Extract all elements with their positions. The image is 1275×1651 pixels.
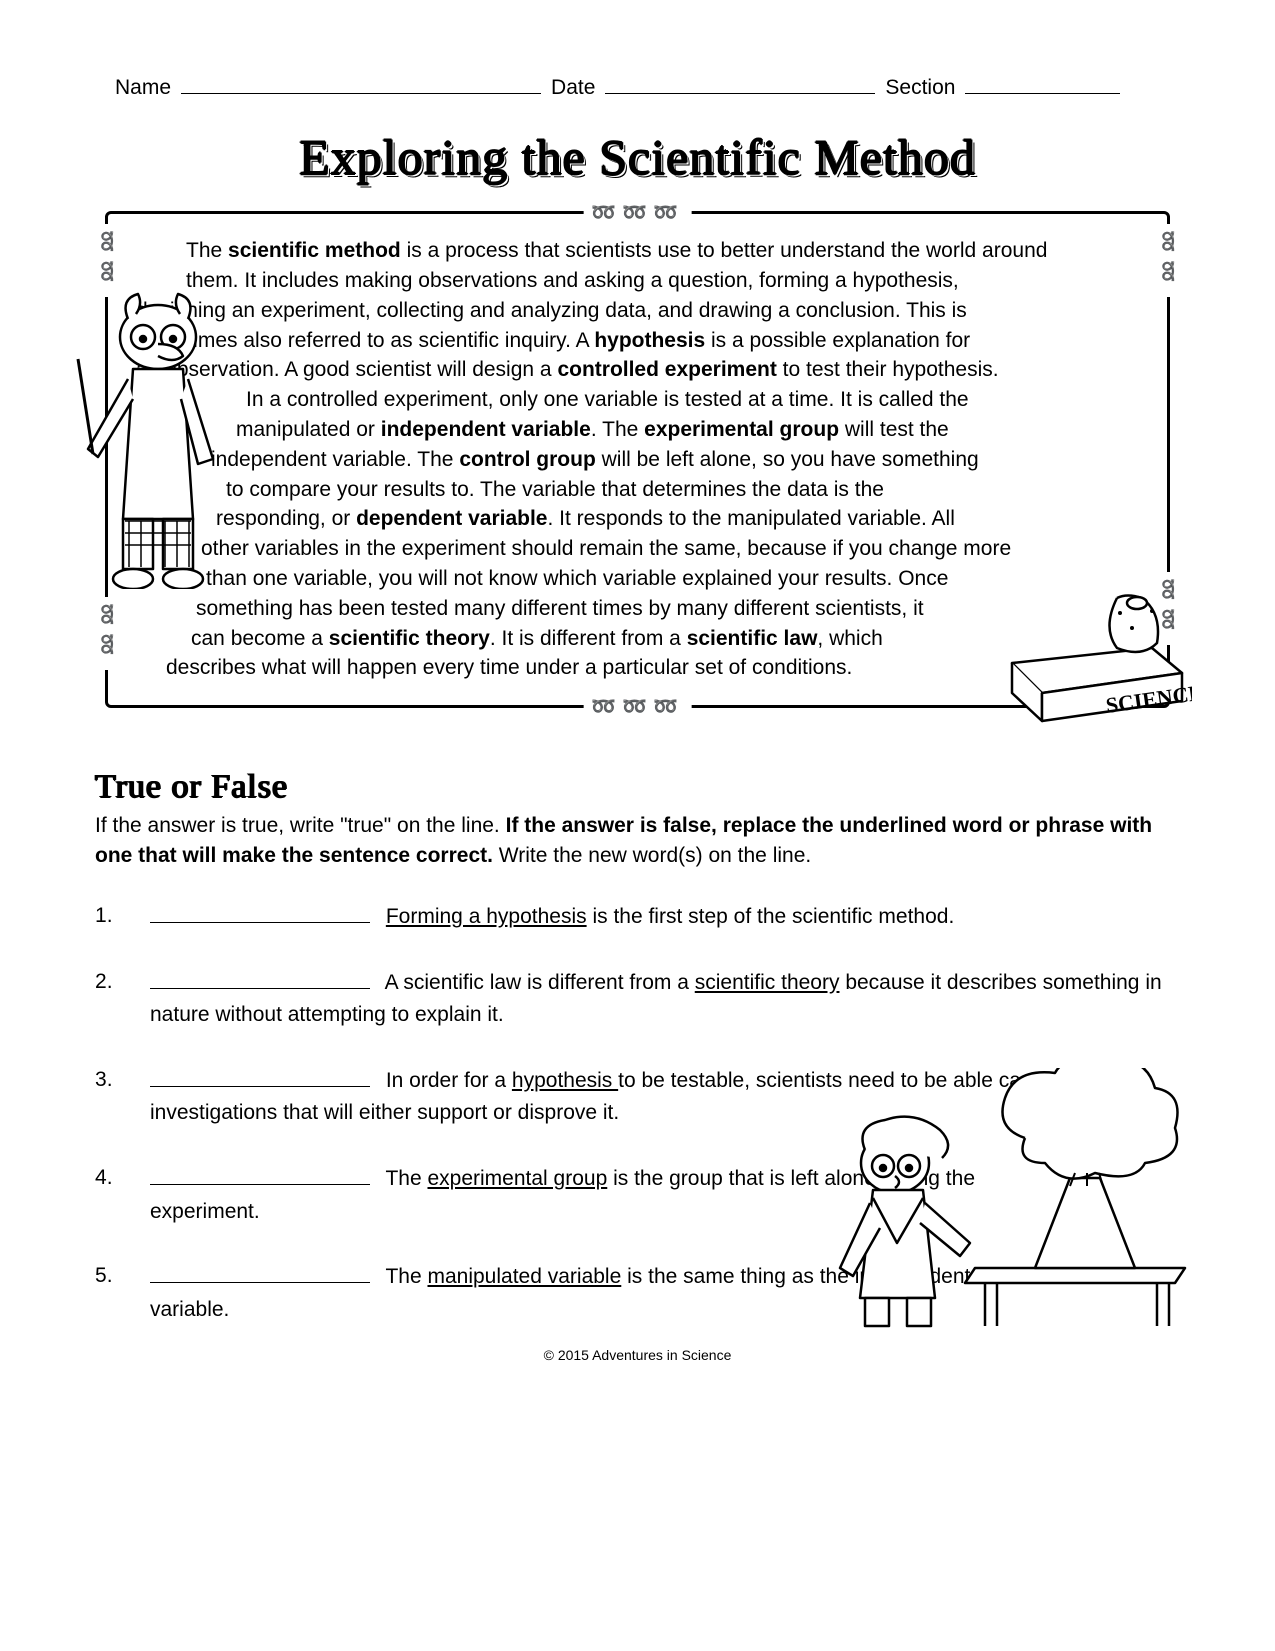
date-label: Date bbox=[551, 76, 595, 100]
date-blank[interactable] bbox=[605, 70, 875, 94]
true-false-instructions: If the answer is true, write "true" on t… bbox=[95, 811, 1180, 870]
question-1: Forming a hypothesis is the first step o… bbox=[95, 900, 1180, 934]
border-curl-left-bottom: ➿➿ bbox=[96, 597, 118, 670]
volcano-experiment-illustration bbox=[825, 1068, 1195, 1328]
intro-box: ➿➿➿ ➿➿➿ ➿➿ ➿➿ ➿➿ ➿➿ bbox=[105, 211, 1170, 708]
question-2: A scientific law is different from a sci… bbox=[95, 966, 1180, 1032]
true-false-heading: True or False bbox=[95, 768, 1180, 806]
answer-blank-3[interactable] bbox=[150, 1064, 370, 1087]
copyright-footer: © 2015 Adventures in Science bbox=[0, 1347, 1275, 1363]
name-label: Name bbox=[115, 76, 171, 100]
border-curl-right-top: ➿➿ bbox=[1157, 224, 1179, 297]
border-curl-top: ➿➿➿ bbox=[583, 200, 692, 225]
answer-blank-1[interactable] bbox=[150, 900, 370, 923]
answer-blank-2[interactable] bbox=[150, 966, 370, 989]
answer-blank-5[interactable] bbox=[150, 1260, 370, 1283]
science-book-illustration: SCIENCE bbox=[1002, 593, 1192, 723]
name-blank[interactable] bbox=[181, 70, 541, 94]
worksheet-header: Name Date Section bbox=[95, 70, 1180, 100]
border-curl-bottom: ➿➿➿ bbox=[583, 694, 692, 719]
section-label: Section bbox=[885, 76, 955, 100]
page-title: Exploring the Scientific Method bbox=[95, 128, 1180, 186]
scientist-illustration bbox=[73, 289, 243, 589]
answer-blank-4[interactable] bbox=[150, 1162, 370, 1185]
section-blank[interactable] bbox=[965, 70, 1120, 94]
border-curl-left-top: ➿➿ bbox=[96, 224, 118, 297]
intro-paragraph: The scientific method is a process that … bbox=[136, 236, 1139, 683]
